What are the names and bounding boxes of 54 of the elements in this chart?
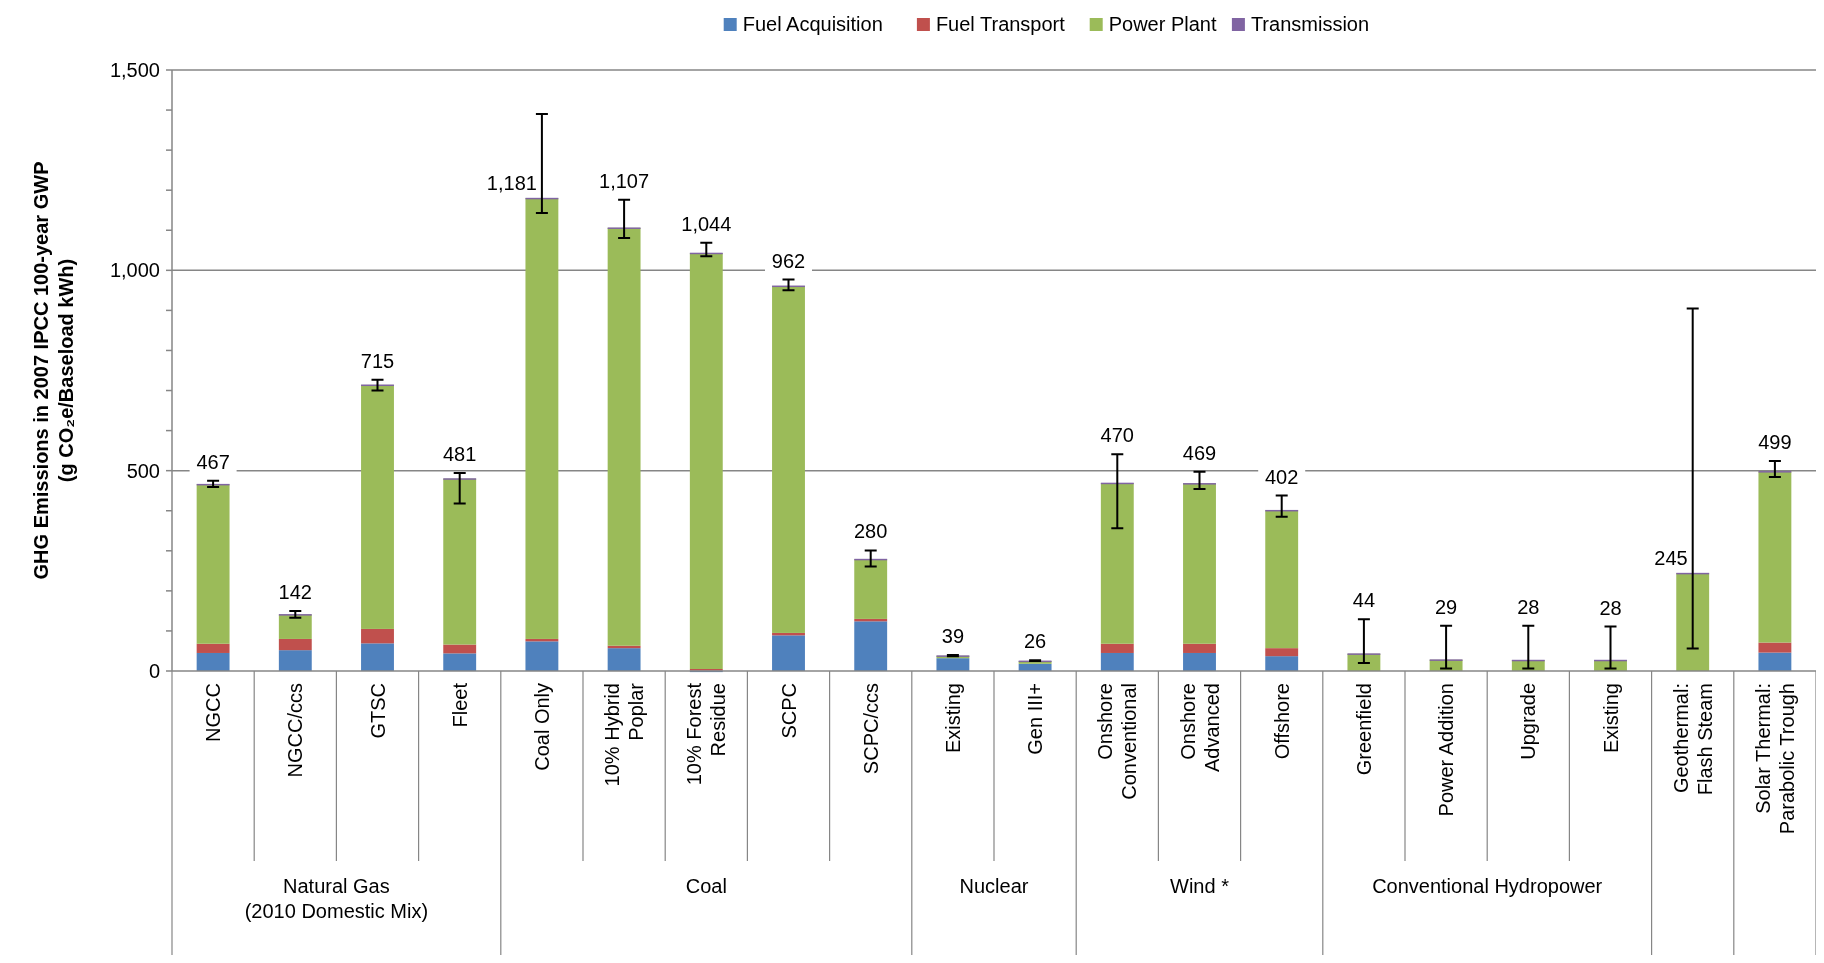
x-tick-label: Coal Only	[530, 683, 553, 771]
x-tick-label: NGCC	[202, 683, 225, 742]
x-tick-label: Geothermal: Flash Steam	[1669, 683, 1716, 796]
y-tick-label: 0	[148, 660, 160, 682]
total-label: 962	[771, 249, 806, 272]
total-label: 1,107	[599, 169, 650, 192]
total-label: 715	[360, 349, 395, 372]
total-label: 26	[1023, 630, 1047, 653]
total-label: 1,181	[486, 171, 537, 194]
total-label: 44	[1352, 589, 1376, 612]
x-tick-label: Existing	[1599, 683, 1622, 754]
y-tick-label: 500	[126, 459, 160, 482]
total-label: 29	[1434, 595, 1458, 618]
text: Natural Gas (2010 Domestic Mix)	[244, 875, 429, 922]
total-label: 402	[1265, 465, 1299, 488]
x-tick-label: SCPC/ccs	[859, 683, 882, 775]
total-label: 39	[941, 624, 965, 647]
x-tick-label: SCPC	[777, 683, 800, 739]
y-axis-title: GHG Emissions in 2007 IPCC 100-year GWP (g CO₂e/Baseload kWh)	[30, 161, 77, 580]
total-label: 467	[196, 450, 230, 473]
total-label: 499	[1758, 431, 1792, 454]
total-label: 142	[278, 580, 312, 603]
total-label: 470	[1100, 424, 1134, 447]
y-tick-label: 1,500	[109, 59, 160, 81]
text: Coal	[685, 875, 727, 897]
x-tick-label: Upgrade	[1517, 683, 1540, 760]
x-tick-label: Onshore Advanced	[1176, 683, 1223, 772]
text: Conventional Hydropower	[1372, 875, 1603, 897]
x-tick-label: 10% Hybrid Poplar	[601, 682, 648, 787]
legend-label: Fuel Acquisition	[742, 13, 883, 35]
x-tick-label: Gen III+	[1024, 683, 1047, 755]
total-label: 1,044	[681, 212, 732, 235]
x-tick-label: GTSC	[366, 683, 389, 739]
x-tick-label: Onshore Conventional	[1094, 683, 1141, 800]
x-tick-label: Fleet	[448, 682, 471, 728]
total-label: 28	[1599, 596, 1622, 619]
x-tick-label: Power Addition	[1435, 683, 1458, 817]
x-tick-label: Greenfield	[1352, 683, 1375, 776]
x-tick-label: Solar Thermal: Parabolic Trough	[1751, 683, 1798, 835]
text: Wind *	[1170, 875, 1230, 897]
text: Nuclear	[959, 875, 1029, 897]
total-label: 469	[1182, 441, 1217, 464]
legend-label: Fuel Transport	[935, 13, 1066, 35]
x-tick-label: Offshore	[1270, 683, 1293, 760]
total-label: 481	[443, 443, 477, 466]
total-label: 280	[854, 520, 888, 543]
total-label: 28	[1517, 595, 1540, 618]
legend-label: Power Plant	[1108, 13, 1217, 35]
total-label: 245	[1654, 546, 1688, 569]
y-tick-label: 1,000	[109, 259, 160, 282]
x-tick-label: 10% Forest Residue	[683, 682, 730, 786]
x-tick-label: NGCC/ccs	[284, 683, 307, 778]
x-tick-label: Existing	[941, 683, 964, 754]
legend-label: Transmission	[1250, 13, 1370, 35]
